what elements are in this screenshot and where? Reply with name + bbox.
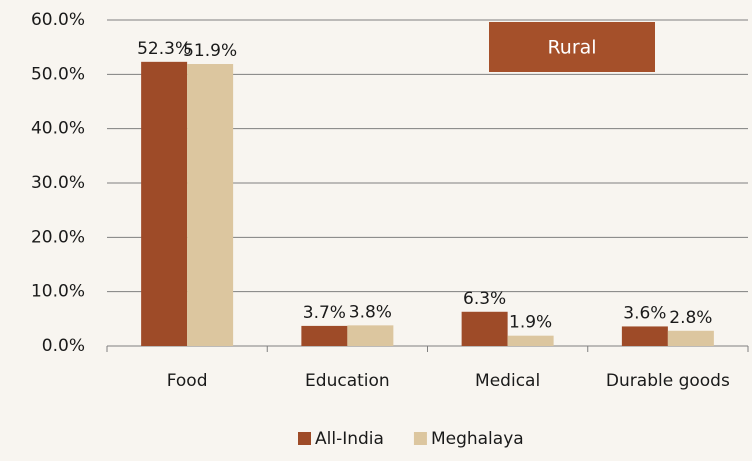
legend-label: All-India xyxy=(315,429,384,449)
value-label: 6.3% xyxy=(463,289,506,309)
x-tick-label: Education xyxy=(305,371,390,391)
value-label: 2.8% xyxy=(669,308,712,328)
value-label: 3.8% xyxy=(349,302,392,322)
bar xyxy=(187,64,234,346)
value-label: 1.9% xyxy=(509,313,552,333)
annotation-box xyxy=(489,22,655,72)
value-label: 52.3% xyxy=(137,39,191,59)
bar xyxy=(301,325,348,346)
value-label: 3.7% xyxy=(303,303,346,323)
legend-swatch xyxy=(298,432,311,445)
y-tick-label: 0.0% xyxy=(42,336,85,356)
value-label: 3.6% xyxy=(623,303,666,323)
bar xyxy=(621,326,668,346)
bar xyxy=(507,335,554,346)
bar xyxy=(461,311,508,346)
legend-label: Meghalaya xyxy=(431,429,524,449)
y-tick-label: 40.0% xyxy=(31,119,85,139)
y-tick-label: 30.0% xyxy=(31,173,85,193)
x-tick-label: Durable goods xyxy=(606,371,730,391)
annotation: Rural xyxy=(547,37,596,59)
x-tick-label: Medical xyxy=(475,371,540,391)
bar xyxy=(347,325,394,346)
legend-swatch xyxy=(413,432,427,445)
bar xyxy=(667,330,714,346)
x-tick-label: Food xyxy=(167,371,208,391)
bar xyxy=(141,61,188,346)
y-tick-label: 50.0% xyxy=(31,64,85,84)
y-tick-label: 10.0% xyxy=(31,282,85,302)
y-tick-label: 20.0% xyxy=(31,227,85,247)
value-label: 51.9% xyxy=(183,41,237,61)
y-tick-label: 60.0% xyxy=(31,10,85,30)
